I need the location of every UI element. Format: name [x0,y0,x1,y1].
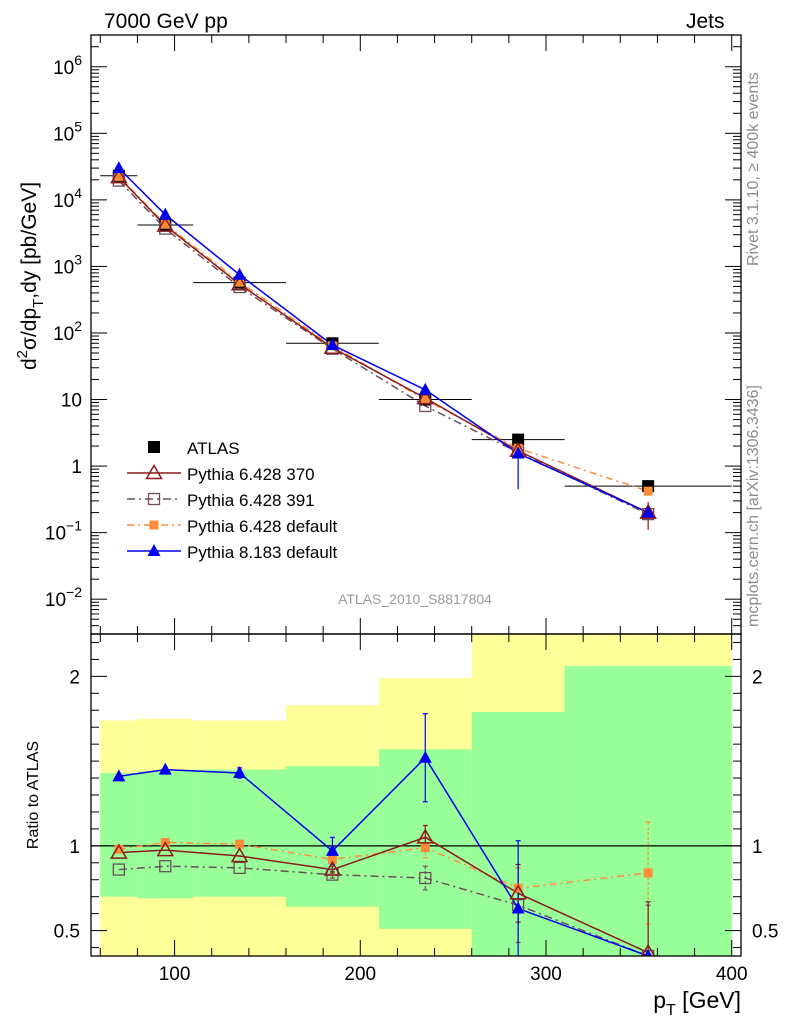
ratio-marker-p6def-6 [643,868,653,878]
ratio-xtick-label-2: 300 [530,964,562,985]
ratio-marker-p370-5 [509,884,527,900]
atlas-point-5 [512,433,525,446]
ratio-ytick-label-left-0: 0.5 [54,922,80,943]
marker-p370-4 [416,389,435,405]
legend-marker-p6def [149,520,159,530]
ratio-bands [100,634,732,956]
header-energy: 7000 GeV pp [104,10,228,33]
series-line-p8def [118,167,649,514]
marker-p8def-2 [233,267,247,280]
ratio-marker-p6def-2 [235,839,245,849]
ratio-ytick-label-right-1: 1 [752,837,763,858]
marker-p370-1 [156,216,175,232]
header-process: Jets [686,10,725,33]
marker-p8def-3 [325,337,339,350]
mcplots-label: mcplots.cern.ch [arXiv:1306.3436] [745,385,762,627]
ratio-xtick-label-1: 200 [344,964,376,985]
ratio-marker-p370-4 [416,828,435,844]
legend-marker-p370 [145,463,163,480]
legend-label-p391: Pythia 6.428 391 [187,491,315,510]
xlabel: pT [GeV] [653,987,741,1019]
marker-p8def-4 [418,382,432,395]
ratio-marker-p391-1 [159,860,172,873]
marker-p8def-1 [158,207,172,220]
ratio-marker-p391-2 [233,861,246,875]
marker-p6def-0 [114,171,124,181]
ratio-plot-area [110,713,656,956]
ratio-marker-p8def-0 [112,769,126,782]
ratio-marker-p391-4 [419,871,432,885]
legend-label-p370: Pythia 6.428 370 [187,465,315,484]
marker-p6def-4 [420,395,430,405]
ratio-ylabel: Ratio to ATLAS [25,741,42,849]
ratio-marker-p8def-3 [325,843,339,856]
marker-p6def-1 [160,219,170,229]
main-ytick-label-2: 104 [53,185,82,212]
ratio-marker-p6def-4 [420,843,430,853]
ratio-marker-p370-3 [323,860,342,876]
band-inner-2 [193,769,286,897]
ratio-marker-p8def-1 [158,762,172,775]
legend-label-p6def: Pythia 6.428 default [187,517,338,536]
main-plot-area [100,161,732,530]
marker-p8def-0 [112,161,126,174]
ratio-marker-p8def-6 [644,949,652,956]
ratio-marker-p6def-5 [513,883,523,893]
legend-marker-p391 [147,492,161,506]
ratio-xtick-label-3: 400 [716,964,748,985]
series-line-p370 [118,176,649,514]
ratio-ytick-label-right-0: 0.5 [752,922,778,943]
ratio-marker-p370-6 [640,943,656,956]
legend-label-p8def: Pythia 8.183 default [187,543,338,562]
main-ylabel: d2σ/dpT,dy [pb/GeV] [14,182,47,370]
ratio-marker-p370-2 [230,847,249,863]
main-ytick-label-4: 102 [53,318,82,345]
marker-p6def-6 [643,486,653,496]
ratio-marker-p8def-2 [233,765,247,778]
main-ytick-label-0: 106 [53,52,82,79]
legend-marker-p8def [147,544,161,556]
main-ytick-label-3: 103 [53,251,82,278]
ratio-xtick-label-0: 100 [159,964,191,985]
ratio-marker-p370-1 [156,841,175,857]
marker-p370-0 [110,168,128,184]
ratio-marker-p8def-4 [418,750,432,763]
marker-p8def-6 [641,505,655,518]
rivet-version-label: Rivet 3.1.10, ≥ 400k events [745,72,762,266]
legend-label-atlas: ATLAS [187,439,240,458]
ratio-marker-p6def-3 [327,854,337,864]
ratio-marker-p6def-0 [114,844,124,854]
band-inner-0 [100,772,138,897]
main-ytick-label-5: 10 [61,391,82,412]
main-ytick-label-8: 10−2 [45,584,82,611]
marker-p370-6 [639,503,657,519]
main-ytick-label-6: 1 [71,457,82,478]
ratio-marker-p8def-5 [511,901,525,914]
ratio-ytick-label-left-2: 2 [69,667,80,688]
ratio-marker-p391-0 [112,863,126,876]
marker-p6def-2 [235,277,245,287]
band-inner-3 [286,766,379,907]
analysis-id-label: ATLAS_2010_S8817804 [338,591,492,607]
ratio-ytick-label-left-1: 1 [69,837,80,858]
ratio-marker-p370-0 [110,843,128,859]
main-ytick-label-1: 105 [53,118,82,145]
ratio-ytick-label-right-2: 2 [752,667,763,688]
band-inner-1 [137,771,194,899]
legend-marker-atlas [148,441,160,453]
main-ytick-label-7: 10−1 [45,518,82,545]
marker-p8def-5 [511,446,525,459]
marker-p370-2 [230,275,249,291]
